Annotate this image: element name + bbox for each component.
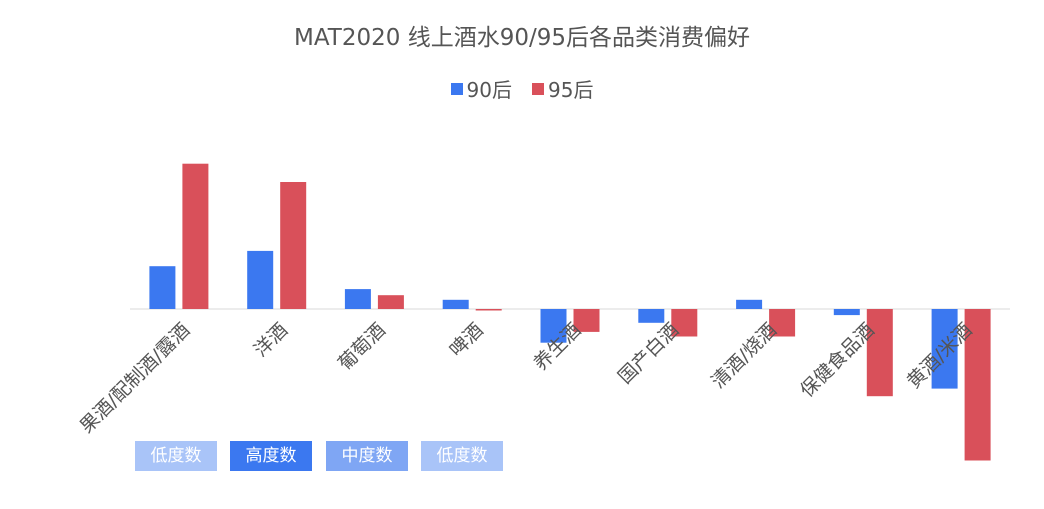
bar-95-3 bbox=[475, 309, 502, 311]
bar-90-2 bbox=[344, 289, 371, 309]
bar-90-8 bbox=[931, 309, 958, 389]
bar-90-4 bbox=[540, 309, 567, 343]
tag-low-alcohol-2: 低度数 bbox=[421, 441, 503, 471]
bar-95-1 bbox=[280, 182, 307, 309]
legend-swatch-95 bbox=[532, 82, 544, 95]
legend-label-95: 95后 bbox=[548, 78, 594, 102]
bar-95-0 bbox=[182, 163, 209, 309]
bar-90-0 bbox=[149, 266, 176, 309]
tag-low-alcohol-1: 低度数 bbox=[135, 441, 217, 471]
chart-title: MAT2020 线上酒水90/95后各品类消费偏好 bbox=[294, 25, 750, 51]
legend-swatch-90 bbox=[450, 82, 463, 95]
category-label-5: 国产白酒 bbox=[614, 319, 683, 388]
bar-90-5 bbox=[638, 309, 665, 323]
bar-95-6 bbox=[769, 309, 796, 337]
legend-label-90: 90后 bbox=[466, 78, 512, 102]
category-label-3: 啤酒 bbox=[445, 319, 487, 361]
category-label-6: 清酒/烧酒 bbox=[707, 319, 781, 393]
legend-item-95: 95后 bbox=[532, 74, 593, 103]
bar-90-6 bbox=[736, 299, 763, 309]
bar-95-4 bbox=[573, 309, 600, 332]
category-label-0: 果酒/配制酒/露酒 bbox=[76, 319, 195, 438]
tag-mid-alcohol: 中度数 bbox=[326, 441, 408, 471]
legend: 90后 95后 bbox=[0, 74, 1044, 103]
bar-95-2 bbox=[377, 295, 404, 309]
bar-90-1 bbox=[247, 250, 274, 309]
bar-90-7 bbox=[833, 309, 860, 316]
bar-95-7 bbox=[866, 309, 893, 397]
bar-90-3 bbox=[442, 299, 469, 309]
bar-95-5 bbox=[671, 309, 698, 337]
category-label-2: 葡萄酒 bbox=[334, 319, 390, 375]
category-label-7: 保健食品酒 bbox=[796, 319, 879, 402]
legend-item-90: 90后 bbox=[450, 74, 512, 103]
category-label-1: 洋酒 bbox=[250, 319, 292, 361]
bar-95-8 bbox=[964, 309, 991, 461]
tag-high-alcohol: 高度数 bbox=[230, 441, 312, 471]
